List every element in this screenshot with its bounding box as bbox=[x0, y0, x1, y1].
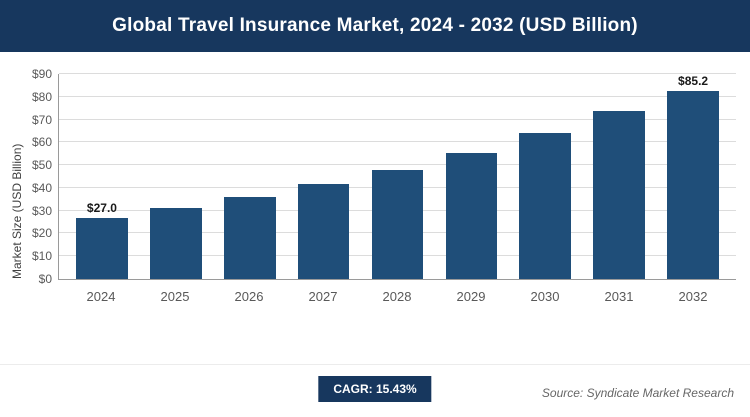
bar-column bbox=[508, 74, 582, 279]
x-axis: 2024 2025 2026 2027 2028 2029 2030 2031 2032 bbox=[58, 280, 736, 315]
bar-column bbox=[139, 74, 213, 279]
x-axis-label: 2024 bbox=[86, 289, 116, 304]
x-axis-label: 2026 bbox=[234, 289, 264, 304]
bar bbox=[593, 111, 646, 279]
plot-area: $27.0 $85.2 bbox=[58, 73, 736, 280]
bar bbox=[667, 91, 719, 279]
footer-divider bbox=[0, 364, 750, 365]
y-axis-tick-label: $10 bbox=[31, 249, 52, 264]
page-title: Global Travel Insurance Market, 2024 - 2… bbox=[112, 15, 638, 36]
bar bbox=[76, 217, 128, 279]
y-axis: $0 $10 $20 $30 $40 $50 $60 $70 $80 $90 bbox=[16, 68, 58, 285]
cagr-badge: CAGR: 15.43% bbox=[318, 376, 432, 402]
x-axis-label: 2030 bbox=[530, 289, 560, 304]
y-axis-tick-label: $70 bbox=[31, 112, 52, 127]
y-axis-tick-label: $80 bbox=[31, 89, 52, 104]
y-axis-tick-label: $30 bbox=[31, 203, 52, 218]
y-axis-tick-label: $50 bbox=[31, 158, 52, 173]
x-axis-label: 2027 bbox=[308, 289, 338, 304]
y-axis-tick-label: $0 bbox=[38, 272, 52, 286]
x-axis-label: 2028 bbox=[382, 289, 412, 304]
gridline bbox=[59, 118, 736, 120]
bar bbox=[519, 133, 572, 279]
bar-column bbox=[213, 74, 287, 279]
bar-column: $85.2 bbox=[656, 74, 730, 279]
bar-value-label: $27.0 bbox=[86, 200, 117, 215]
bar bbox=[223, 197, 276, 279]
bar-series: $27.0 $85.2 bbox=[59, 74, 736, 279]
bar-column bbox=[287, 74, 361, 279]
bar-column: $27.0 bbox=[65, 74, 139, 279]
x-axis-label: 2029 bbox=[456, 289, 486, 304]
bar bbox=[149, 207, 202, 279]
bar-column bbox=[582, 74, 656, 279]
bar-value-label: $85.2 bbox=[678, 74, 709, 88]
bar-column bbox=[434, 74, 508, 279]
x-axis-label: 2025 bbox=[160, 289, 190, 304]
gridline bbox=[59, 164, 736, 166]
y-axis-tick-label: $20 bbox=[31, 226, 52, 241]
bar bbox=[445, 153, 498, 279]
bar-column bbox=[361, 74, 435, 279]
x-axis-label: 2032 bbox=[678, 289, 708, 304]
y-axis-tick-label: $90 bbox=[31, 67, 52, 81]
x-axis-label: 2031 bbox=[604, 289, 634, 304]
source-text: Source: Syndicate Market Research bbox=[541, 386, 734, 400]
gridline bbox=[59, 73, 736, 74]
title-bar: Global Travel Insurance Market, 2024 - 2… bbox=[0, 0, 750, 52]
gridline bbox=[59, 95, 736, 97]
gridline bbox=[59, 141, 736, 143]
bar bbox=[371, 169, 424, 279]
bar bbox=[297, 184, 350, 279]
y-axis-tick-label: $40 bbox=[31, 180, 52, 195]
y-axis-tick-label: $60 bbox=[31, 135, 52, 150]
chart: Market Size (USD Billion) $0 $10 $20 $30 $40… bbox=[10, 68, 736, 315]
